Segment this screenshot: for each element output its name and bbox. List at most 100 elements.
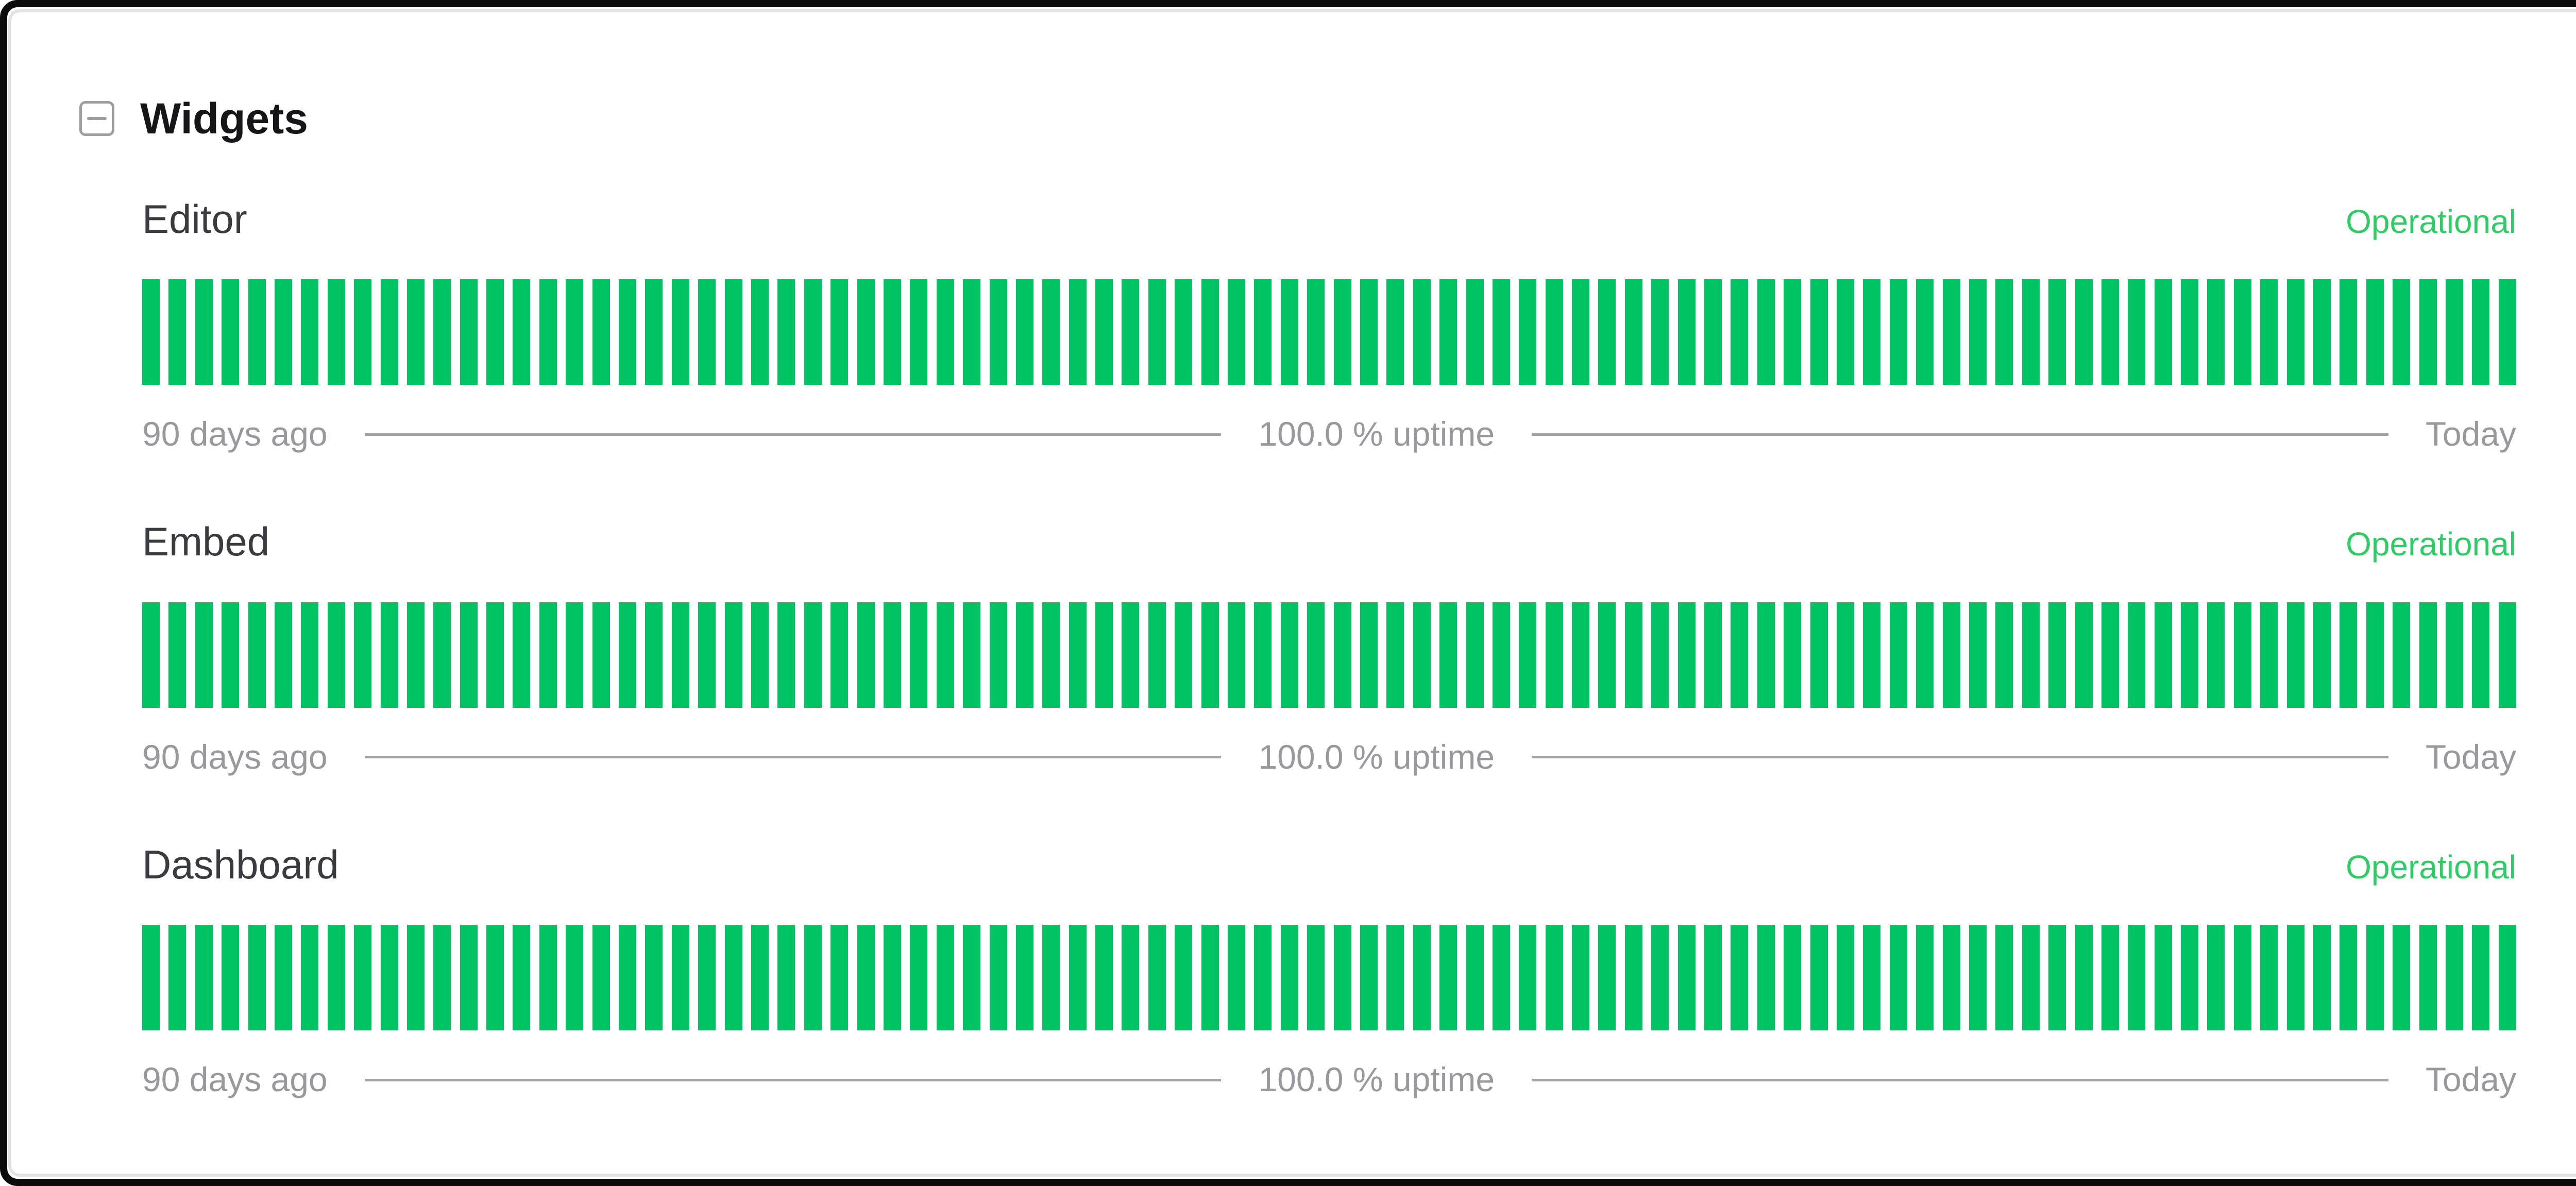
uptime-bar-day[interactable] (1519, 925, 1537, 1031)
uptime-bar-day[interactable] (1969, 925, 1987, 1031)
uptime-bar-day[interactable] (751, 925, 769, 1031)
uptime-bar-day[interactable] (2393, 602, 2411, 708)
uptime-bar-day[interactable] (1757, 925, 1775, 1031)
uptime-bar-day[interactable] (1466, 925, 1484, 1031)
uptime-bar-day[interactable] (989, 279, 1007, 385)
uptime-bar-day[interactable] (2022, 925, 2040, 1031)
uptime-bar-day[interactable] (2393, 925, 2411, 1031)
uptime-bar-day[interactable] (1624, 602, 1642, 708)
uptime-bar-day[interactable] (619, 279, 637, 385)
uptime-bar-day[interactable] (1386, 925, 1404, 1031)
uptime-bar-day[interactable] (380, 602, 398, 708)
uptime-bar-day[interactable] (1810, 279, 1828, 385)
uptime-bar-day[interactable] (1572, 925, 1590, 1031)
uptime-bar-day[interactable] (1545, 602, 1563, 708)
uptime-bar-day[interactable] (619, 925, 637, 1031)
uptime-bar-day[interactable] (1995, 925, 2013, 1031)
uptime-bar-day[interactable] (539, 279, 557, 385)
uptime-bar-day[interactable] (222, 279, 240, 385)
uptime-bar-day[interactable] (1810, 925, 1828, 1031)
collapse-group-icon[interactable] (79, 101, 114, 137)
uptime-bar-day[interactable] (433, 602, 451, 708)
uptime-bar-day[interactable] (2075, 602, 2093, 708)
uptime-bar-day[interactable] (2048, 925, 2066, 1031)
uptime-bar-day[interactable] (1784, 602, 1802, 708)
uptime-bar-day[interactable] (406, 602, 425, 708)
uptime-bar-day[interactable] (671, 279, 689, 385)
uptime-bar-day[interactable] (1519, 279, 1537, 385)
uptime-bar-day[interactable] (539, 602, 557, 708)
uptime-bar-day[interactable] (222, 925, 240, 1031)
uptime-bar-day[interactable] (1333, 925, 1351, 1031)
uptime-bar-day[interactable] (2472, 925, 2490, 1031)
uptime-bar-day[interactable] (301, 279, 319, 385)
uptime-bar-day[interactable] (645, 279, 663, 385)
uptime-bar-day[interactable] (248, 602, 266, 708)
uptime-bar-day[interactable] (1651, 279, 1669, 385)
uptime-bar-day[interactable] (2340, 279, 2358, 385)
uptime-bar-day[interactable] (1677, 279, 1696, 385)
uptime-bar-day[interactable] (1175, 925, 1193, 1031)
uptime-bar-day[interactable] (1677, 602, 1696, 708)
uptime-bar-day[interactable] (327, 602, 345, 708)
uptime-bar-day[interactable] (1360, 279, 1378, 385)
uptime-bar-day[interactable] (2445, 279, 2463, 385)
uptime-bar-day[interactable] (1175, 602, 1193, 708)
uptime-bar-day[interactable] (883, 602, 901, 708)
uptime-bar-day[interactable] (433, 925, 451, 1031)
uptime-bar-day[interactable] (248, 925, 266, 1031)
uptime-bar-day[interactable] (989, 925, 1007, 1031)
uptime-bar-day[interactable] (327, 925, 345, 1031)
uptime-bar-day[interactable] (1545, 279, 1563, 385)
uptime-bar-day[interactable] (2498, 925, 2516, 1031)
uptime-bar-day[interactable] (513, 925, 531, 1031)
uptime-bar-day[interactable] (1307, 279, 1325, 385)
uptime-bar-day[interactable] (1333, 602, 1351, 708)
uptime-bar-day[interactable] (168, 602, 187, 708)
uptime-bar-day[interactable] (1386, 602, 1404, 708)
uptime-bar-day[interactable] (619, 602, 637, 708)
uptime-bar-day[interactable] (142, 925, 160, 1031)
uptime-bar-day[interactable] (2286, 602, 2304, 708)
uptime-bar-day[interactable] (1889, 602, 1907, 708)
uptime-bar-day[interactable] (2128, 602, 2146, 708)
uptime-bar-day[interactable] (566, 925, 584, 1031)
uptime-bar-day[interactable] (1254, 925, 1272, 1031)
uptime-bar-day[interactable] (1837, 602, 1854, 708)
uptime-bar-day[interactable] (2366, 602, 2384, 708)
uptime-bar-day[interactable] (2340, 925, 2358, 1031)
uptime-bar-day[interactable] (1598, 925, 1616, 1031)
uptime-bar-day[interactable] (1122, 925, 1140, 1031)
uptime-bar-day[interactable] (857, 279, 875, 385)
uptime-bar-day[interactable] (804, 279, 822, 385)
uptime-bar-day[interactable] (910, 925, 928, 1031)
uptime-bar-day[interactable] (1492, 279, 1510, 385)
uptime-bar-day[interactable] (2472, 602, 2490, 708)
uptime-bar-day[interactable] (1228, 925, 1246, 1031)
uptime-bar-day[interactable] (2101, 925, 2119, 1031)
uptime-bar-day[interactable] (1360, 925, 1378, 1031)
uptime-bar-day[interactable] (831, 925, 849, 1031)
uptime-bar-day[interactable] (2419, 279, 2437, 385)
uptime-bar-day[interactable] (1439, 925, 1458, 1031)
uptime-bar-day[interactable] (1148, 279, 1166, 385)
uptime-bar-day[interactable] (1784, 925, 1802, 1031)
uptime-bar-day[interactable] (2313, 602, 2331, 708)
uptime-bar-day[interactable] (1598, 279, 1616, 385)
uptime-bar-day[interactable] (460, 279, 478, 385)
uptime-bar-day[interactable] (1413, 602, 1431, 708)
uptime-bar-day[interactable] (2022, 279, 2040, 385)
uptime-bar-day[interactable] (2286, 925, 2304, 1031)
uptime-bar-day[interactable] (248, 279, 266, 385)
uptime-bar-day[interactable] (1889, 279, 1907, 385)
uptime-bar-day[interactable] (1386, 279, 1404, 385)
uptime-bar-day[interactable] (883, 279, 901, 385)
uptime-bar-day[interactable] (2366, 279, 2384, 385)
uptime-bar-day[interactable] (1254, 279, 1272, 385)
uptime-bar-day[interactable] (2286, 279, 2304, 385)
uptime-bar-day[interactable] (777, 602, 795, 708)
uptime-bar-day[interactable] (857, 602, 875, 708)
uptime-bar-day[interactable] (195, 925, 213, 1031)
uptime-bar-day[interactable] (1969, 602, 1987, 708)
uptime-bar-day[interactable] (1095, 602, 1113, 708)
